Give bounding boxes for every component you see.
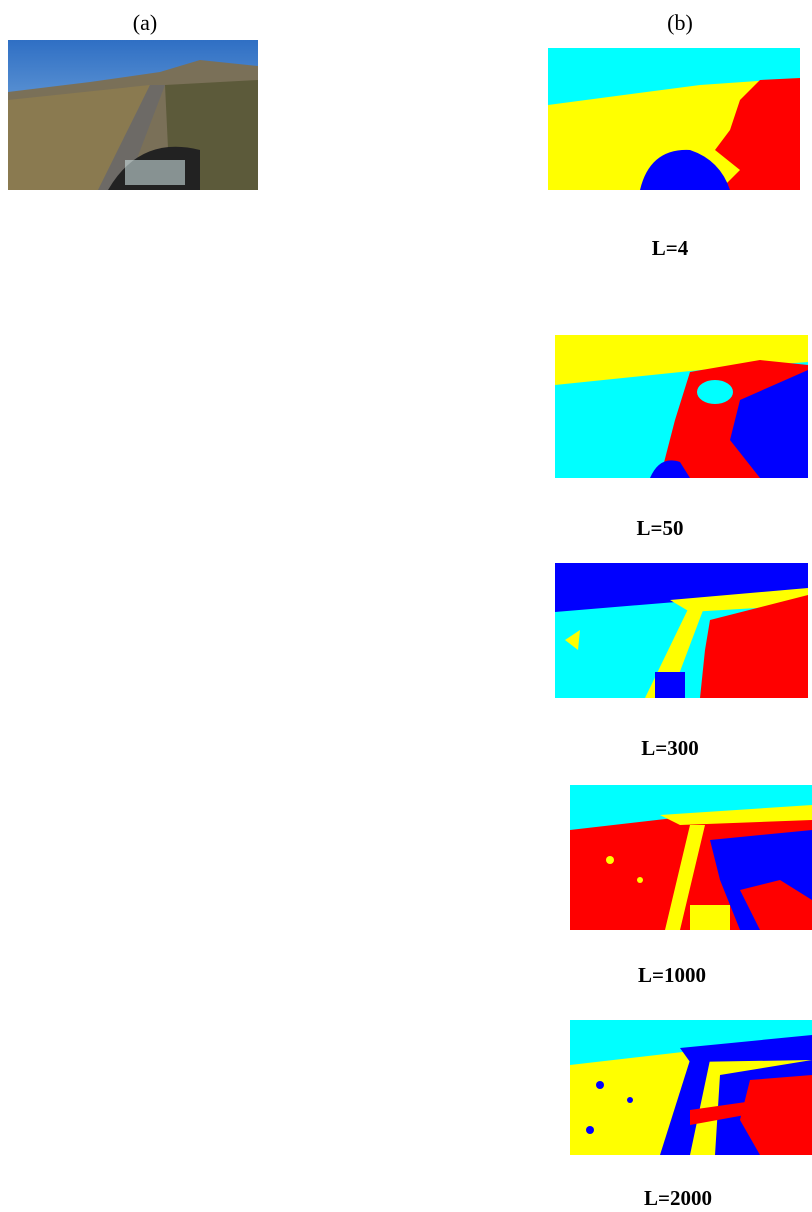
result-label: L=300 xyxy=(641,736,698,760)
segmentation-map xyxy=(570,1020,812,1155)
input-photo xyxy=(8,40,258,190)
segmentation-map xyxy=(548,48,800,190)
page: {"panel_a": {"label": "(a)"}, "panel_b":… xyxy=(0,0,812,1212)
panel-b-caption: (b) xyxy=(667,10,693,35)
result-label: L=1000 xyxy=(638,963,706,987)
panel-a-caption: (a) xyxy=(133,10,157,35)
figure: (a) (b) L=4 L=50 xyxy=(0,0,812,1212)
result-label: L=2000 xyxy=(644,1186,712,1210)
result-label: L=4 xyxy=(652,236,689,260)
segmentation-map xyxy=(555,563,808,698)
result-label: L=50 xyxy=(637,516,684,540)
segmentation-map xyxy=(570,785,812,930)
segmentation-map xyxy=(555,335,808,478)
